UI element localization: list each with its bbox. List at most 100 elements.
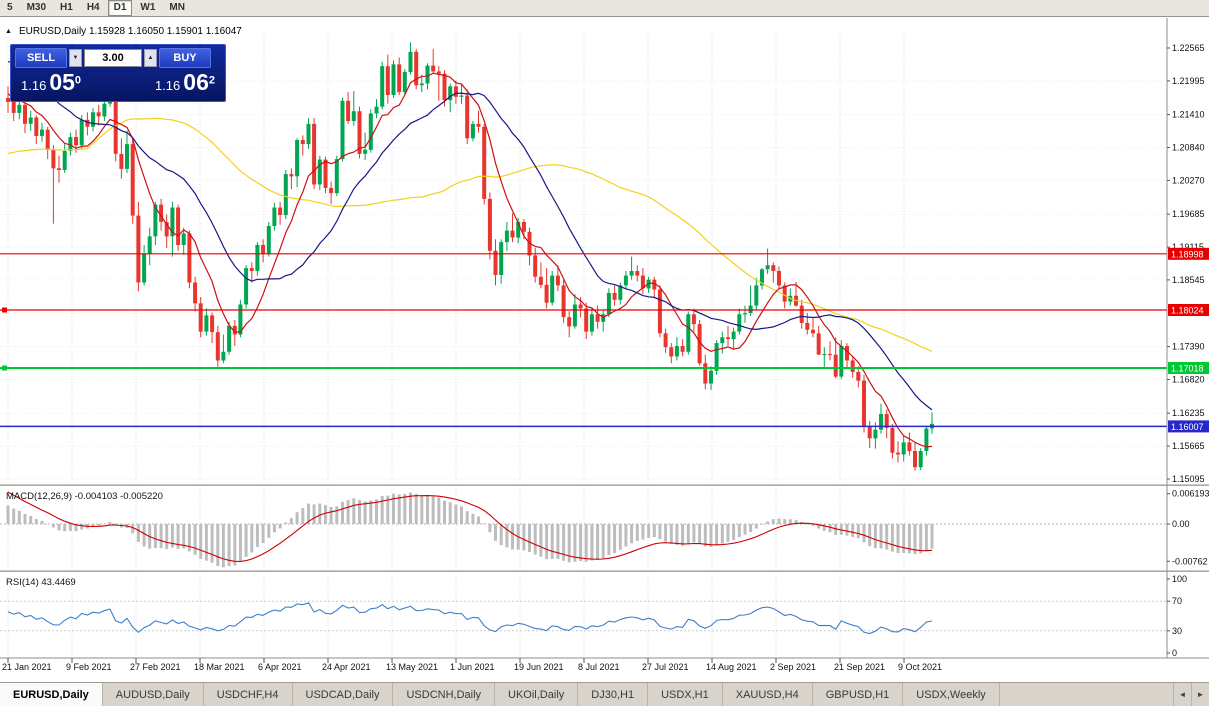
macd-histogram-bar (652, 524, 656, 538)
macd-histogram-bar (618, 524, 622, 550)
candle-body (244, 268, 249, 305)
macd-histogram-bar (839, 524, 843, 535)
chart-tabs-bar: EURUSD,Daily AUDUSD,Daily USDCHF,H4 USDCAD,… (0, 682, 1209, 706)
candle-body (754, 285, 759, 306)
candle-body (283, 174, 288, 216)
candle-body (28, 117, 33, 124)
timeframe-button-h1[interactable]: H1 (60, 2, 73, 13)
timeframe-button-h4[interactable]: H4 (86, 2, 100, 13)
lot-decrease-button[interactable]: ▼ (69, 49, 82, 67)
candle-body (720, 337, 725, 344)
panel-collapse-icon[interactable]: ▲ (5, 28, 12, 35)
macd-histogram-bar (811, 524, 815, 526)
macd-histogram-bar (488, 524, 492, 533)
macd-histogram-bar (856, 524, 860, 539)
macd-histogram-bar (834, 524, 838, 535)
chart-tab-eurusd-daily[interactable]: EURUSD,Daily (0, 683, 103, 706)
price-badge-text: 1.16007 (1171, 422, 1204, 432)
candle-body (544, 284, 549, 303)
macd-histogram-bar (346, 500, 350, 524)
scroll-left-icon[interactable]: ◄ (1173, 683, 1191, 706)
macd-histogram-bar (375, 499, 378, 524)
candle-body (703, 363, 708, 384)
macd-histogram-bar (210, 524, 214, 563)
macd-histogram-bar (51, 524, 55, 528)
candle-body (436, 71, 441, 74)
hline-handle[interactable] (2, 307, 7, 313)
rsi-axis-label: 30 (1172, 626, 1182, 636)
candle-body (601, 314, 606, 322)
macd-histogram-bar (471, 513, 475, 524)
chart-tab-gbpusd-h1[interactable]: GBPUSD,H1 (813, 683, 904, 706)
chart-tab-xauusd-h4[interactable]: XAUUSD,H4 (723, 683, 813, 706)
candle-body (487, 198, 492, 251)
macd-histogram-bar (822, 524, 826, 531)
sell-price[interactable]: 1.16 050 (21, 69, 81, 96)
candle-body (300, 140, 305, 144)
macd-axis-label: 0.006193 (1172, 489, 1209, 499)
candle-body (164, 222, 169, 237)
candle-body (425, 65, 430, 84)
buy-price[interactable]: 1.16 062 (155, 69, 215, 96)
macd-histogram-bar (204, 524, 208, 561)
chart-tab-usdcad-daily[interactable]: USDCAD,Daily (293, 683, 394, 706)
macd-histogram-bar (573, 524, 577, 562)
chart-tab-usdx-weekly[interactable]: USDX,Weekly (903, 683, 1000, 706)
macd-histogram-bar (511, 524, 514, 550)
price-axis-label: 1.20270 (1172, 175, 1205, 185)
lot-size-input[interactable] (84, 49, 142, 67)
timeframe-button-w1[interactable]: W1 (140, 2, 156, 13)
rsi-axis-label: 0 (1172, 648, 1177, 658)
timeframe-button-d1[interactable]: D1 (107, 0, 133, 16)
macd-histogram-bar (40, 521, 44, 524)
macd-histogram-bar (902, 524, 906, 553)
chart-tab-usdcnh-daily[interactable]: USDCNH,Daily (393, 683, 496, 706)
macd-histogram-bar (74, 524, 78, 532)
candle-body (419, 83, 424, 86)
candle-body (669, 347, 674, 357)
macd-histogram-bar (562, 524, 566, 561)
macd-histogram-bar (6, 505, 10, 524)
hline-handle[interactable] (2, 365, 7, 371)
macd-histogram-bar (295, 512, 299, 524)
macd-histogram-bar (851, 524, 855, 537)
macd-histogram-bar (737, 524, 741, 538)
candle-body (408, 51, 413, 72)
candle-body (691, 314, 696, 325)
chart-tab-dj30-h1[interactable]: DJ30,H1 (578, 683, 649, 706)
macd-histogram-bar (136, 524, 140, 542)
candle-body (459, 95, 464, 97)
macd-histogram-bar (80, 524, 84, 530)
sell-button[interactable]: SELL (15, 48, 67, 68)
ma-line-55 (7, 117, 933, 352)
macd-histogram-bar (749, 524, 753, 532)
macd-histogram-bar (176, 524, 180, 549)
buy-button[interactable]: BUY (159, 48, 211, 68)
chart-tab-usdchf-h4[interactable]: USDCHF,H4 (204, 683, 293, 706)
macd-histogram-bar (556, 524, 560, 559)
macd-histogram-bar (97, 524, 101, 526)
macd-histogram-bar (630, 524, 634, 544)
candle-body (504, 230, 509, 243)
candle-body (623, 275, 628, 286)
macd-histogram-bar (12, 508, 16, 524)
timeframe-button-5[interactable]: 5 (7, 2, 13, 13)
candle-body (62, 151, 67, 170)
price-axis-label: 1.18545 (1172, 275, 1205, 285)
candle-body (153, 204, 158, 237)
timeframe-button-mn[interactable]: MN (169, 2, 185, 13)
ma-line-21 (7, 61, 933, 411)
timeframe-button-m30[interactable]: M30 (26, 2, 47, 13)
rsi-axis-label: 70 (1172, 596, 1182, 606)
macd-histogram-bar (760, 524, 764, 525)
lot-increase-button[interactable]: ▲ (144, 49, 157, 67)
price-axis-label: 1.15095 (1172, 474, 1205, 484)
macd-label: MACD(12,26,9) -0.004103 -0.005220 (6, 491, 163, 502)
macd-histogram-bar (539, 524, 543, 557)
chart-tab-audusd-daily[interactable]: AUDUSD,Daily (103, 683, 204, 706)
macd-histogram-bar (414, 494, 418, 524)
time-axis-label: 2 Sep 2021 (770, 662, 816, 672)
scroll-right-icon[interactable]: ► (1191, 683, 1209, 706)
chart-tab-ukoil-daily[interactable]: UKOil,Daily (495, 683, 579, 706)
chart-tab-usdx-h1[interactable]: USDX,H1 (648, 683, 723, 706)
